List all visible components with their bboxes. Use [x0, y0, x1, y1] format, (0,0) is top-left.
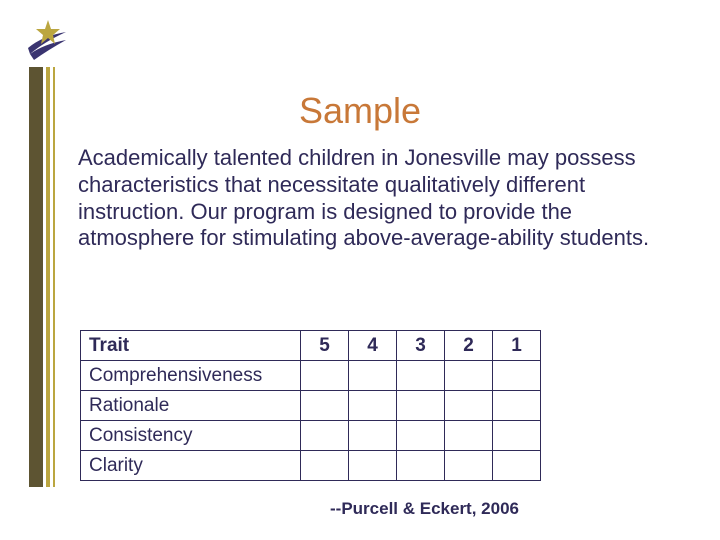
score-cell	[301, 361, 349, 391]
trait-rating-table: Trait 5 4 3 2 1 ComprehensivenessRationa…	[80, 330, 541, 481]
score-cell	[349, 451, 397, 481]
score-cell	[349, 391, 397, 421]
table-row: Rationale	[81, 391, 541, 421]
table-row: Clarity	[81, 451, 541, 481]
score-cell	[445, 391, 493, 421]
score-cell	[397, 391, 445, 421]
score-cell	[301, 451, 349, 481]
score-cell	[493, 421, 541, 451]
score-cell	[445, 451, 493, 481]
score-cell	[397, 361, 445, 391]
header-score-4: 4	[349, 331, 397, 361]
score-cell	[445, 361, 493, 391]
attribution: --Purcell & Eckert, 2006	[330, 499, 519, 519]
header-score-3: 3	[397, 331, 445, 361]
table-header-row: Trait 5 4 3 2 1	[81, 331, 541, 361]
slide-title: Sample	[0, 90, 720, 132]
score-cell	[349, 361, 397, 391]
score-cell	[493, 451, 541, 481]
table-row: Consistency	[81, 421, 541, 451]
score-cell	[301, 421, 349, 451]
table-body: ComprehensivenessRationaleConsistencyCla…	[81, 361, 541, 481]
score-cell	[301, 391, 349, 421]
header-score-5: 5	[301, 331, 349, 361]
header-score-2: 2	[445, 331, 493, 361]
trait-cell: Consistency	[81, 421, 301, 451]
score-cell	[397, 451, 445, 481]
trait-cell: Comprehensiveness	[81, 361, 301, 391]
logo	[24, 18, 70, 64]
score-cell	[493, 391, 541, 421]
header-score-1: 1	[493, 331, 541, 361]
body-paragraph: Academically talented children in Jonesv…	[78, 145, 668, 252]
score-cell	[349, 421, 397, 451]
trait-cell: Rationale	[81, 391, 301, 421]
table-row: Comprehensiveness	[81, 361, 541, 391]
trait-cell: Clarity	[81, 451, 301, 481]
score-cell	[397, 421, 445, 451]
header-trait: Trait	[81, 331, 301, 361]
score-cell	[493, 361, 541, 391]
score-cell	[445, 421, 493, 451]
